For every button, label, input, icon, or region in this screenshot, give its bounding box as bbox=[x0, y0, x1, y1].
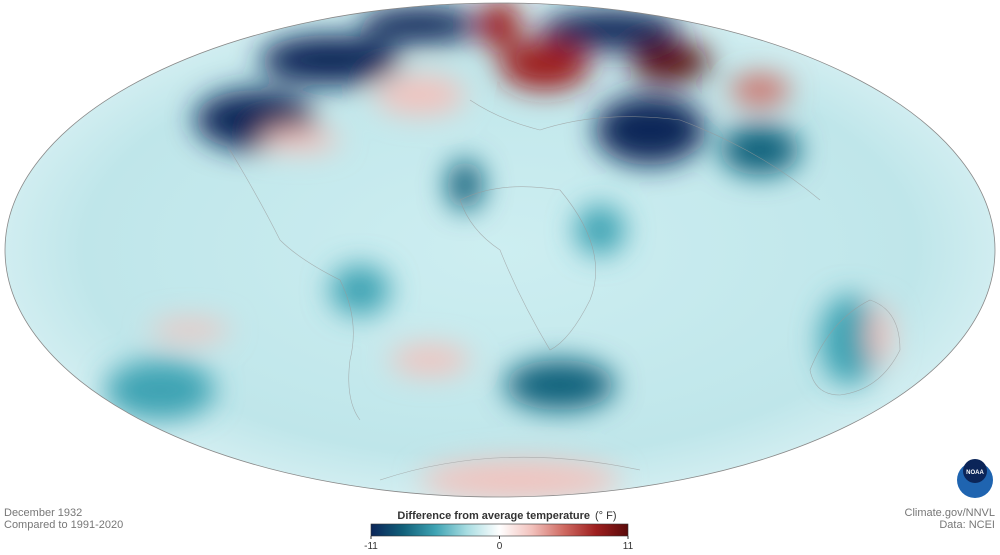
credit-data: Data: NCEI bbox=[939, 519, 995, 531]
noaa-logo: NOAA bbox=[957, 459, 993, 498]
anomaly-map bbox=[5, 3, 995, 497]
colorbar-tick-label: 0 bbox=[497, 541, 503, 552]
legend-unit: (° F) bbox=[595, 510, 617, 522]
colorbar-tick-label: -11 bbox=[364, 541, 378, 552]
logo-text: NOAA bbox=[966, 470, 984, 476]
legend-title: Difference from average temperature bbox=[397, 510, 590, 522]
credit-source: Climate.gov/NNVL bbox=[905, 507, 995, 519]
colorbar bbox=[370, 523, 629, 537]
caption-baseline: Compared to 1991-2020 bbox=[4, 519, 123, 531]
caption-date: December 1932 bbox=[4, 507, 82, 519]
colorbar-tick-label: 11 bbox=[623, 541, 634, 552]
